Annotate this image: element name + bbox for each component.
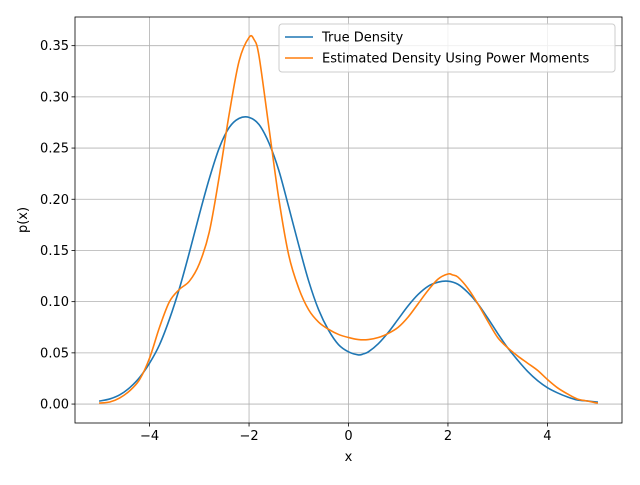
series-line-estimated-density <box>98 34 599 404</box>
series-line-true-density <box>98 115 599 403</box>
x-tick-label: −2 <box>239 429 258 444</box>
y-axis-label: p(x) <box>16 207 31 233</box>
y-tick-label: 0.15 <box>40 244 69 259</box>
tick-layer: −4 −2 0 2 4 0.00 0.05 0.10 0.15 0.20 0.25 0.30 0.35 <box>40 39 552 444</box>
y-tick-label: 0.30 <box>40 90 69 105</box>
grid-layer <box>75 17 622 423</box>
legend-box <box>278 23 616 73</box>
x-axis-label: x <box>345 450 353 465</box>
legend-entry-label: Estimated Density Using Power Moments <box>322 52 589 67</box>
series-layer <box>98 34 599 404</box>
y-tick-label: 0.25 <box>40 142 69 157</box>
legend-entry-label: True Density <box>321 31 403 46</box>
y-tick-label: 0.00 <box>40 398 69 413</box>
y-tick-label: 0.35 <box>40 39 69 54</box>
x-tick-label: −4 <box>140 429 159 444</box>
y-tick-label: 0.10 <box>40 295 69 310</box>
x-tick-label: 2 <box>444 429 452 444</box>
y-tick-label: 0.05 <box>40 346 69 361</box>
x-tick-label: 4 <box>543 429 551 444</box>
y-tick-label: 0.20 <box>40 193 69 208</box>
legend: True Density Estimated Density Using Powe… <box>278 23 616 73</box>
x-tick-label: 0 <box>344 429 352 444</box>
